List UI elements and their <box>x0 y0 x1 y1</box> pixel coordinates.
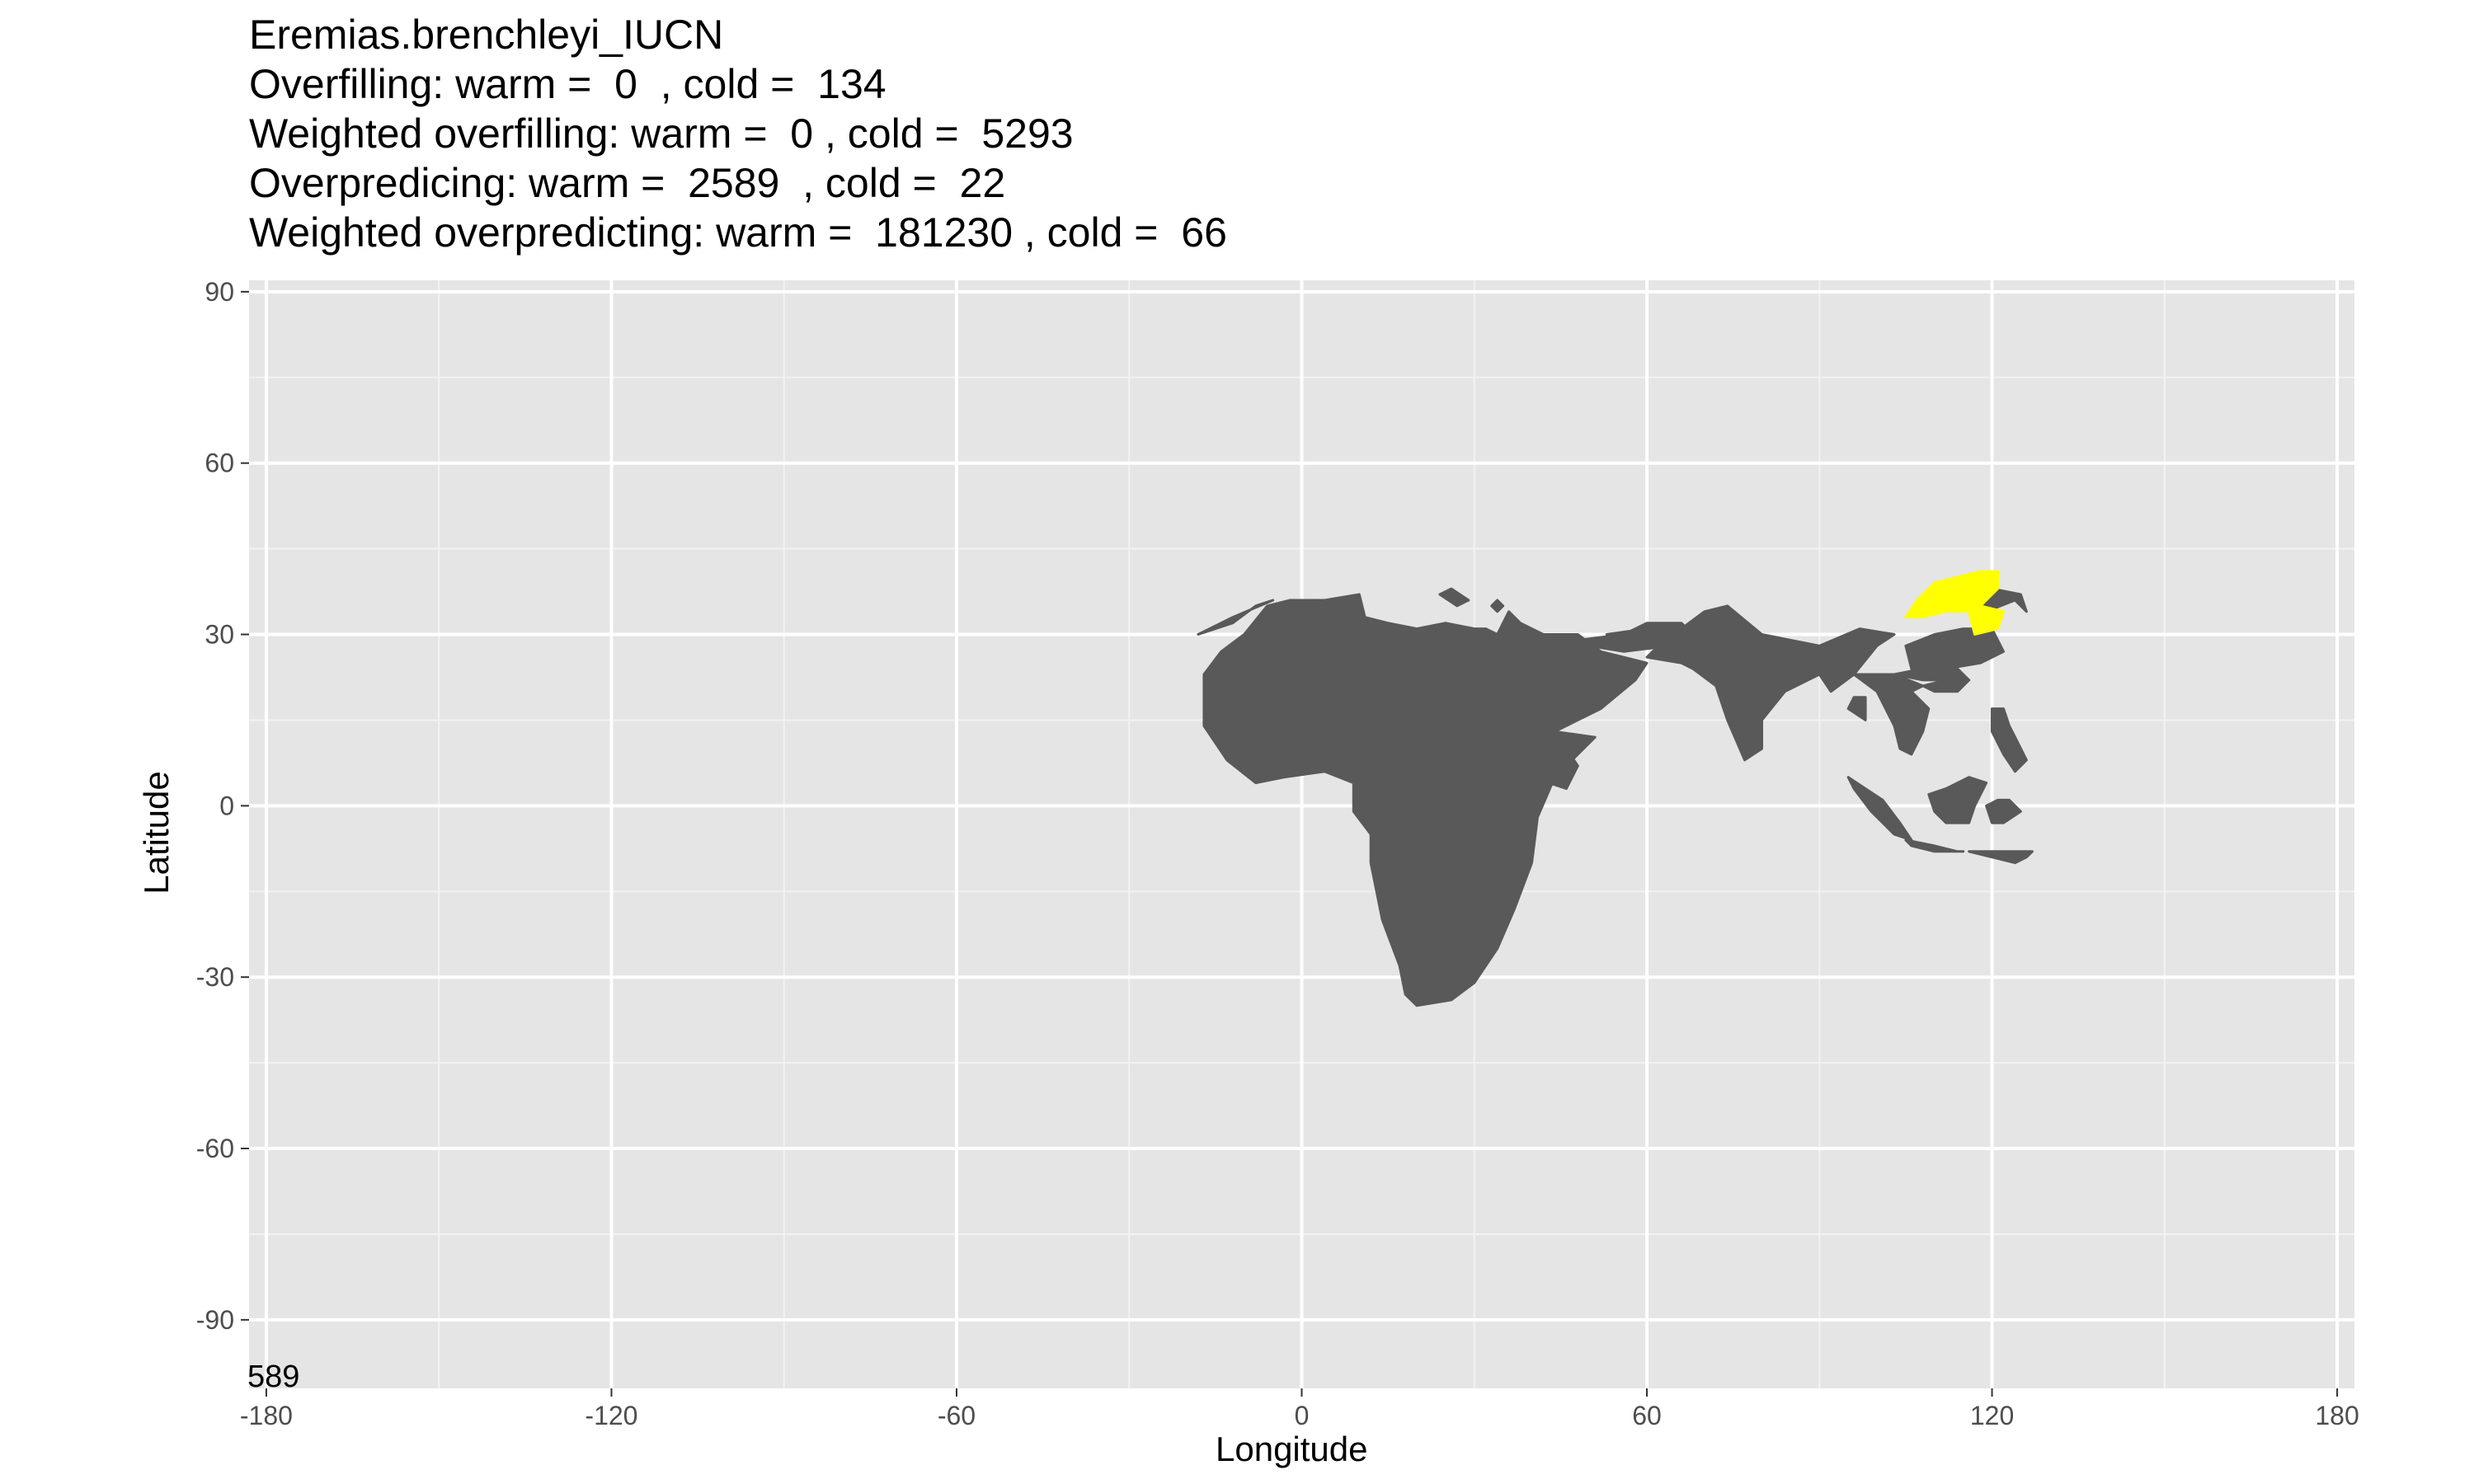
range-polygon <box>1605 627 1677 641</box>
y-tick-label: 0 <box>219 791 234 820</box>
range-polygon <box>1904 838 1965 853</box>
range-polygon <box>1927 776 1988 824</box>
y-tick-label: 60 <box>205 448 234 478</box>
x-axis: -180 -120 -60 0 60 120 180 <box>240 1388 2359 1430</box>
map-layer-predicted <box>1197 587 2034 1007</box>
range-polygon <box>1968 850 2034 865</box>
range-polygon <box>1542 747 1579 791</box>
range-polygon <box>1846 696 1867 721</box>
corner-count-label: 589 <box>247 1360 299 1394</box>
y-tick-label: 90 <box>205 277 234 307</box>
x-tick-label: -180 <box>240 1401 293 1430</box>
range-polygon <box>1991 707 2028 773</box>
range-polygon <box>1893 667 1971 682</box>
range-polygon <box>1904 570 2005 636</box>
y-tick-label: -90 <box>196 1305 234 1335</box>
x-tick-label: 60 <box>1632 1401 1662 1430</box>
x-tick-label: 0 <box>1295 1401 1310 1430</box>
range-polygon <box>1490 599 1505 613</box>
x-axis-title: Longitude <box>1216 1430 1368 1468</box>
y-axis: 90 60 30 0 -30 -60 -90 <box>196 277 249 1335</box>
x-tick-label: -60 <box>938 1401 976 1430</box>
title-overpredicting: Overpredicing: warm = 2589 , cold = 22 <box>249 160 1006 206</box>
x-tick-label: 180 <box>2315 1401 2359 1430</box>
range-polygon <box>1985 798 2022 824</box>
range-polygon <box>1197 599 1275 636</box>
map-layers <box>1197 570 2034 1007</box>
range-polygon <box>1852 673 1931 756</box>
title-species: Eremias.brenchleyi_IUCN <box>249 12 724 58</box>
range-polygon <box>1645 604 1896 762</box>
y-tick-label: -60 <box>196 1134 234 1163</box>
title-weighted-overfilling: Weighted overfilling: warm = 0 , cold = … <box>249 110 1074 157</box>
y-axis-title: Latitude <box>137 771 176 895</box>
map-layer-overpredicted <box>1904 570 2005 636</box>
major-grid <box>249 280 2354 1388</box>
title-overfilling: Overfilling: warm = 0 , cold = 134 <box>249 61 887 107</box>
range-polygon <box>1438 587 1470 608</box>
title-weighted-overpredicting: Weighted overpredicting: warm = 181230 ,… <box>249 209 1227 256</box>
plot-title-block: Eremias.brenchleyi_IUCN Overfilling: war… <box>249 10 1227 257</box>
range-polygon <box>1202 593 1649 1007</box>
x-tick-label: -120 <box>585 1401 637 1430</box>
y-tick-label: 30 <box>205 620 234 650</box>
y-tick-label: -30 <box>196 962 234 992</box>
x-tick-label: 120 <box>1970 1401 2014 1430</box>
